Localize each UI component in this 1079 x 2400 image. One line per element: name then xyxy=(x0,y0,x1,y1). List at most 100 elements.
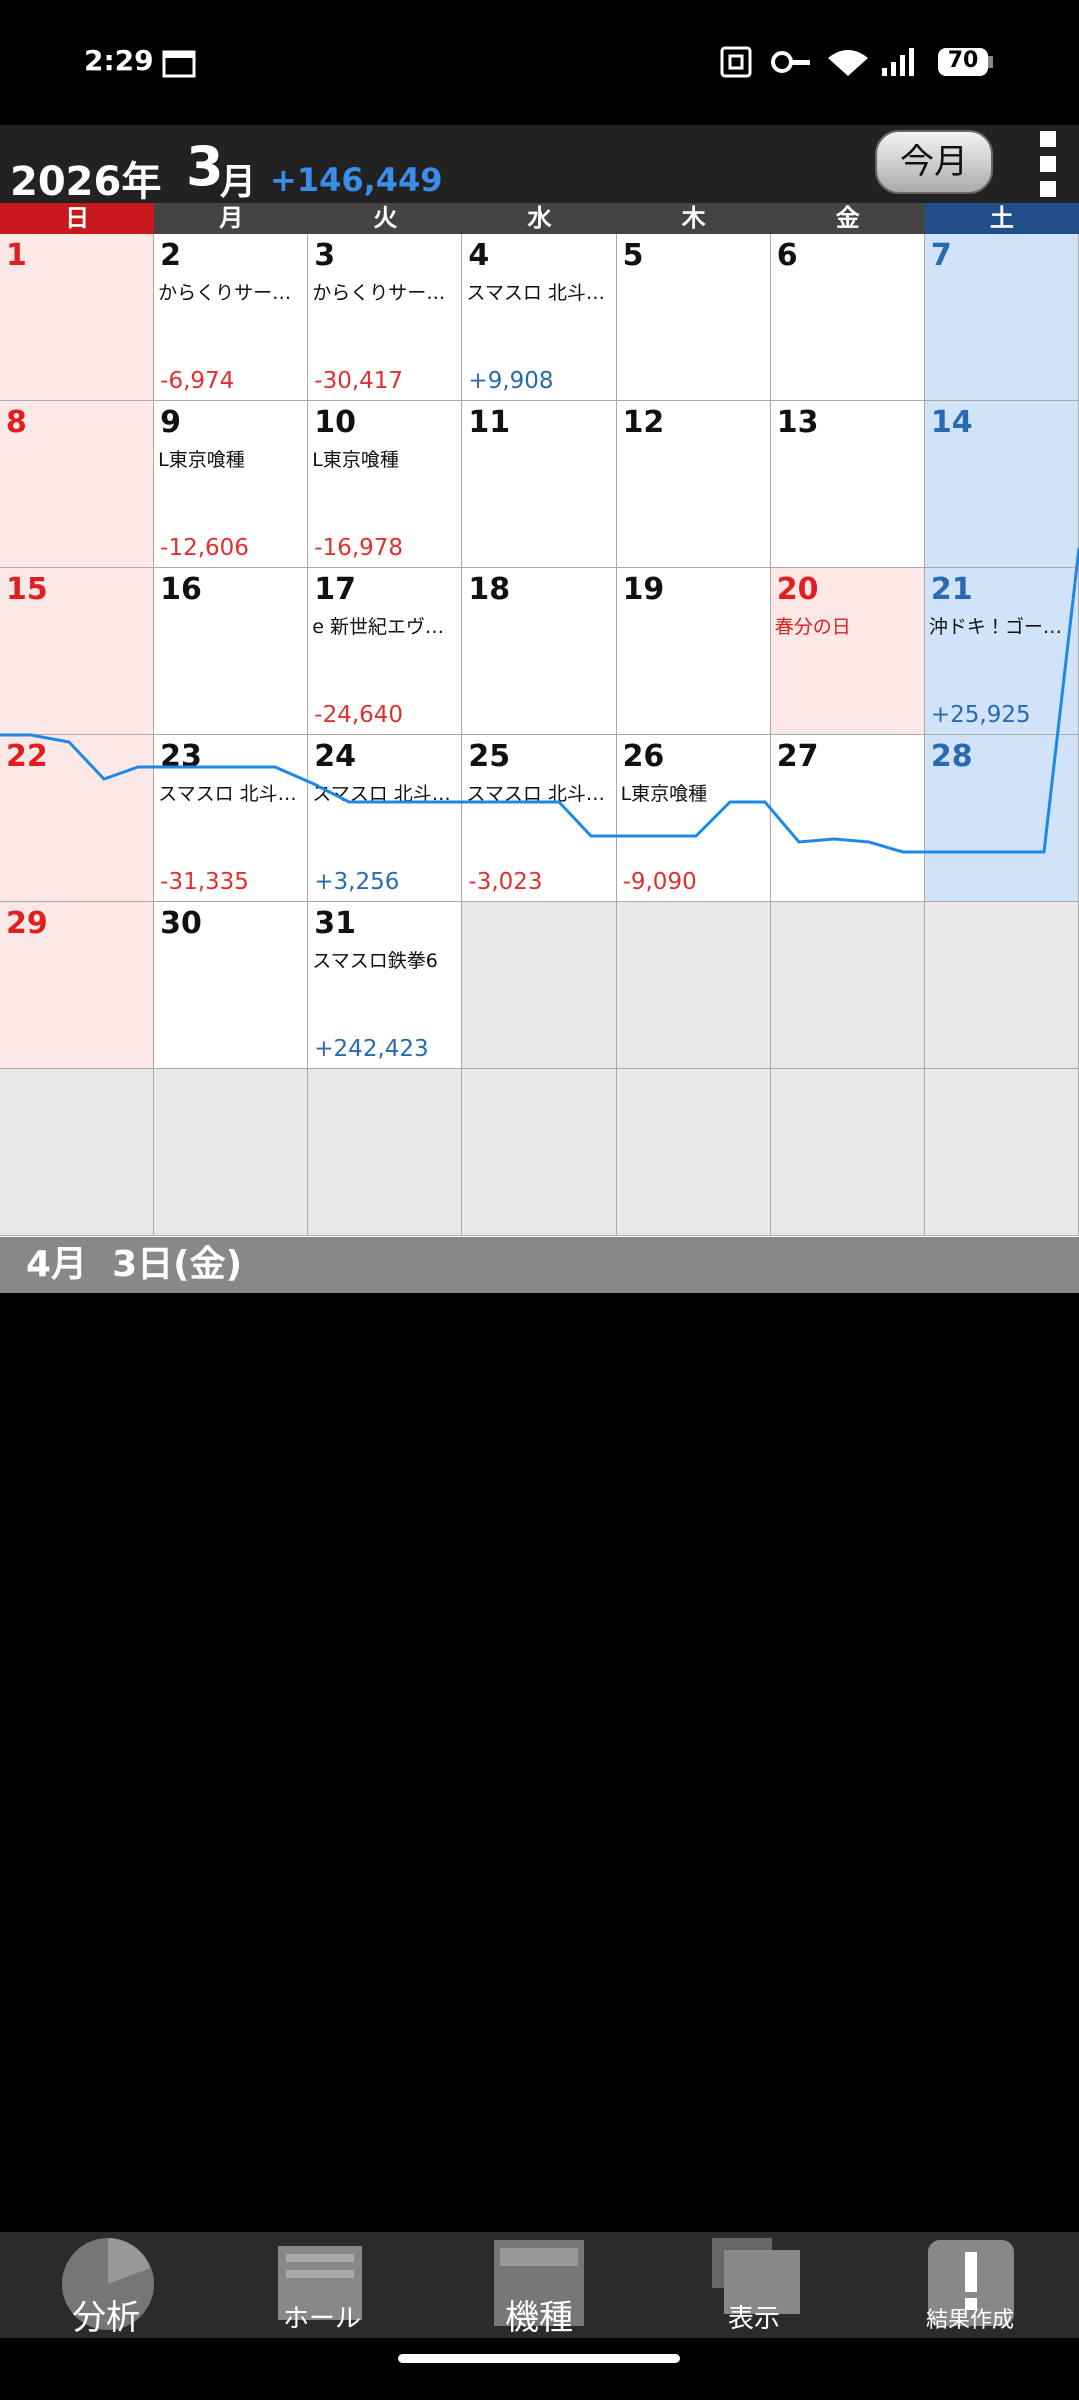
day-number: 15 xyxy=(6,572,48,607)
menu-button[interactable] xyxy=(1040,131,1056,197)
day-cell[interactable]: 11 xyxy=(462,401,617,568)
day-cell[interactable]: 2 からくりサー… -6,974 xyxy=(154,234,309,401)
day-cell[interactable]: 20 春分の日 xyxy=(770,568,925,735)
weekday-label: 金 xyxy=(770,203,925,234)
today-button[interactable]: 今月 xyxy=(875,130,993,194)
day-cell[interactable]: 18 xyxy=(462,568,617,735)
day-number: 21 xyxy=(930,572,973,607)
day-cell[interactable]: 12 xyxy=(616,401,771,568)
day-cell[interactable]: 10 L東京喰種 -16,978 xyxy=(308,401,463,568)
day-cell xyxy=(462,902,617,1069)
day-cell[interactable]: 28 xyxy=(924,735,1079,902)
day-number: 16 xyxy=(160,572,202,607)
day-number: 9 xyxy=(160,405,182,440)
nav-item[interactable]: 分析 xyxy=(72,2298,140,2338)
day-cell[interactable]: 31 スマスロ鉄拳6 +242,423 xyxy=(308,902,463,1069)
day-cell[interactable]: 26 L東京喰種 -9,090 xyxy=(616,735,771,902)
day-amount: -16,978 xyxy=(314,535,404,561)
day-cell[interactable]: 9 L東京喰種 -12,606 xyxy=(154,401,309,568)
nav-item[interactable]: ホール xyxy=(282,2304,361,2334)
day-amount: +3,256 xyxy=(314,869,400,895)
month-total: +146,449 xyxy=(270,161,443,199)
day-cell[interactable]: 14 xyxy=(924,401,1079,568)
day-cell[interactable]: 22 xyxy=(0,735,155,902)
day-amount: +242,423 xyxy=(314,1036,429,1062)
weekday-label: 木 xyxy=(616,203,771,234)
bottom-nav: 分析 ホール 機種 表示 結果作成 xyxy=(0,2232,1079,2338)
day-note: e 新世紀エヴ… xyxy=(312,616,445,638)
day-number: 24 xyxy=(314,739,357,774)
selected-date: 4月 3日(金) xyxy=(0,1237,1079,1293)
day-amount: -6,974 xyxy=(160,368,235,394)
weekday-label: 日 xyxy=(0,203,155,234)
day-cell xyxy=(924,1069,1079,1236)
day-cell[interactable]: 3 からくりサー… -30,417 xyxy=(308,234,463,401)
day-cell[interactable]: 23 スマスロ 北斗… -31,335 xyxy=(154,735,309,902)
nav-icons xyxy=(62,2238,1014,2330)
weekday-label: 火 xyxy=(308,203,463,234)
day-cell[interactable]: 29 xyxy=(0,902,155,1069)
day-cell[interactable]: 19 xyxy=(616,568,771,735)
weekday-label: 水 xyxy=(462,203,617,234)
clock: 2:29 xyxy=(84,44,154,77)
nav-item[interactable]: 機種 xyxy=(505,2298,573,2338)
day-number: 29 xyxy=(6,906,48,941)
day-number: 17 xyxy=(314,572,357,607)
day-cell[interactable]: 27 xyxy=(770,735,925,902)
day-cell xyxy=(308,1069,463,1236)
day-cell[interactable]: 7 xyxy=(924,234,1079,401)
day-number: 18 xyxy=(468,572,511,607)
day-amount: +25,925 xyxy=(930,702,1031,728)
day-number: 5 xyxy=(622,238,644,273)
day-cell xyxy=(770,1069,925,1236)
day-cell[interactable]: 8 xyxy=(0,401,155,568)
day-cell xyxy=(924,902,1079,1069)
day-amount: -9,090 xyxy=(622,869,697,895)
day-note: スマスロ 北斗… xyxy=(158,783,297,805)
day-number: 11 xyxy=(468,405,511,440)
day-cell[interactable]: 25 スマスロ 北斗… -3,023 xyxy=(462,735,617,902)
day-number: 23 xyxy=(160,739,202,774)
home-indicator xyxy=(398,2354,680,2363)
day-cell[interactable]: 15 xyxy=(0,568,155,735)
day-amount: -3,023 xyxy=(468,869,543,895)
day-number: 12 xyxy=(622,405,665,440)
day-number: 27 xyxy=(776,739,819,774)
nav-item[interactable]: 表示 xyxy=(727,2304,780,2334)
day-note: L東京喰種 xyxy=(158,449,245,471)
day-number: 28 xyxy=(930,739,973,774)
battery-level: 70 xyxy=(947,48,979,73)
calendar: 日月火水木金土 1 2 からくりサー… -6,974 3 からくりサー… -30,417 4 スマ… xyxy=(0,203,1079,1237)
status-icons xyxy=(720,46,993,78)
nav-item[interactable]: 結果作成 xyxy=(925,2308,1014,2333)
day-note: 沖ドキ！ゴー… xyxy=(928,616,1062,638)
day-cell[interactable]: 6 xyxy=(770,234,925,401)
day-note: からくりサー… xyxy=(312,282,446,304)
day-cell[interactable]: 13 xyxy=(770,401,925,568)
day-cell[interactable]: 1 xyxy=(0,234,155,401)
day-number: 25 xyxy=(468,739,511,774)
weekday-label: 土 xyxy=(924,203,1079,234)
day-number: 19 xyxy=(622,572,665,607)
day-note: L東京喰種 xyxy=(620,783,708,805)
day-number: 13 xyxy=(776,405,819,440)
year: 2026年 xyxy=(10,159,162,205)
day-number: 20 xyxy=(776,572,819,607)
month-unit: 月 xyxy=(220,162,257,203)
day-cell[interactable]: 30 xyxy=(154,902,309,1069)
day-number: 7 xyxy=(930,238,952,273)
day-note: スマスロ 北斗… xyxy=(466,783,605,805)
day-cell[interactable]: 24 スマスロ 北斗… +3,256 xyxy=(308,735,463,902)
day-cell[interactable]: 5 xyxy=(616,234,771,401)
weekday-label: 月 xyxy=(154,203,309,234)
day-cell[interactable]: 21 沖ドキ！ゴー… +25,925 xyxy=(924,568,1079,735)
day-number: 4 xyxy=(468,238,490,273)
day-cell[interactable]: 4 スマスロ 北斗… +9,908 xyxy=(462,234,617,401)
day-number: 26 xyxy=(622,739,665,774)
day-cell xyxy=(616,1069,771,1236)
day-cell[interactable]: 16 xyxy=(154,568,309,735)
day-note: スマスロ 北斗… xyxy=(466,282,605,304)
day-cell[interactable]: 17 e 新世紀エヴ… -24,640 xyxy=(308,568,463,735)
day-amount: -24,640 xyxy=(314,702,404,728)
